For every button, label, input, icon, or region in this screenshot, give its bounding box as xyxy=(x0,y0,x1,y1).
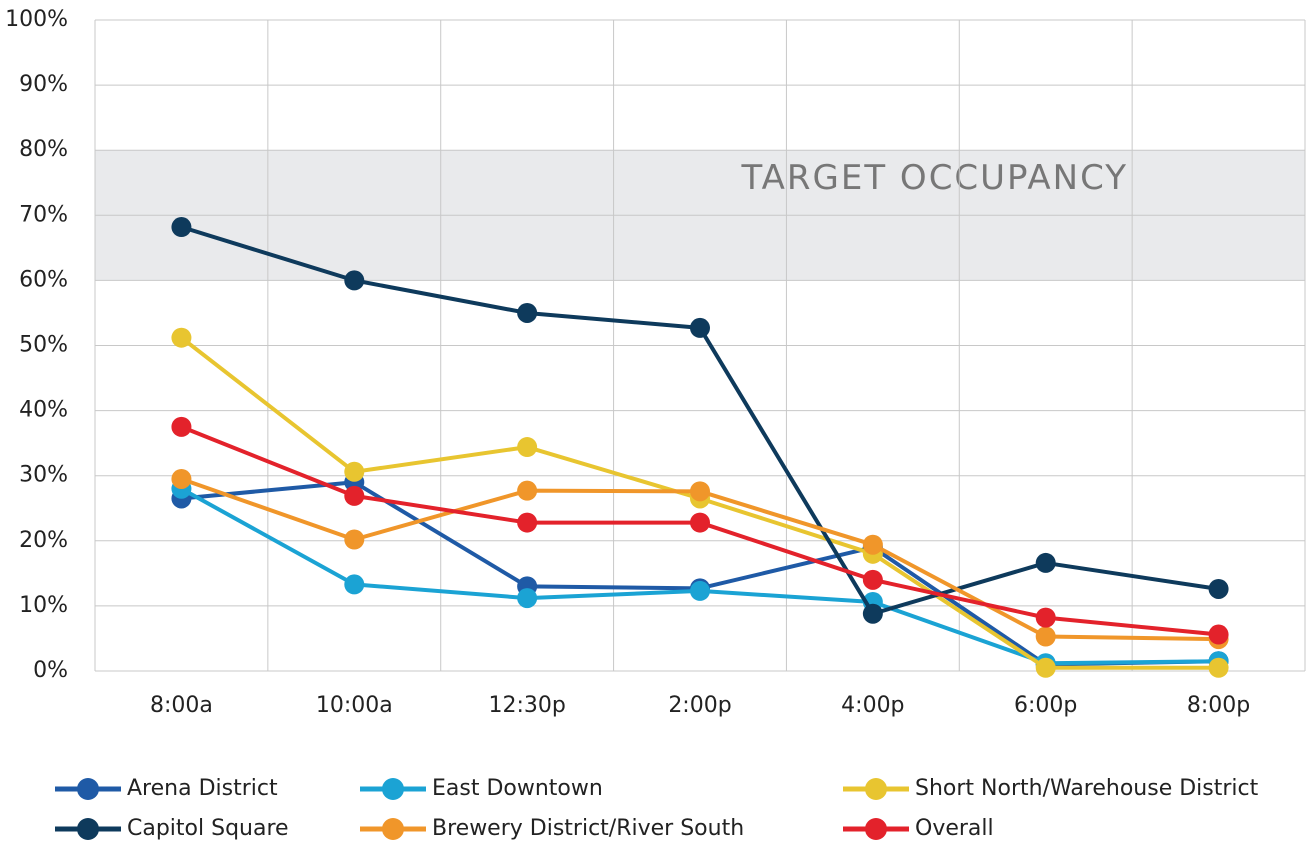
data-point xyxy=(517,512,538,533)
data-point xyxy=(690,481,710,502)
y-tick-label: 80% xyxy=(19,137,68,162)
x-tick-label: 8:00p xyxy=(1187,693,1250,718)
legend-marker xyxy=(382,778,404,800)
data-point xyxy=(862,569,883,590)
y-tick-label: 10% xyxy=(19,593,68,618)
x-tick-label: 10:00a xyxy=(316,693,393,718)
legend-marker xyxy=(382,818,404,840)
y-tick-label: 30% xyxy=(19,463,68,488)
legend-label: East Downtown xyxy=(432,776,603,801)
legend-marker xyxy=(865,778,887,800)
data-point xyxy=(1035,626,1056,647)
data-point xyxy=(517,302,538,323)
legend-label: Arena District xyxy=(127,776,278,801)
data-point xyxy=(1035,657,1056,678)
y-tick-label: 0% xyxy=(33,658,68,683)
legend-marker xyxy=(77,778,99,800)
legend-label: Overall xyxy=(915,816,994,841)
data-point xyxy=(690,512,710,533)
data-point xyxy=(1035,607,1056,628)
data-point xyxy=(1208,578,1229,599)
data-point xyxy=(690,580,710,601)
data-point xyxy=(1208,657,1229,678)
data-point xyxy=(862,603,883,624)
x-tick-label: 12:30p xyxy=(488,693,565,718)
data-point xyxy=(171,327,192,348)
data-point xyxy=(171,416,192,437)
data-point xyxy=(171,217,192,238)
y-tick-label: 50% xyxy=(19,333,68,358)
y-tick-label: 70% xyxy=(19,202,68,227)
data-point xyxy=(171,468,192,489)
legend-marker xyxy=(865,818,887,840)
series-line xyxy=(180,225,1219,616)
x-tick-label: 2:00p xyxy=(668,693,731,718)
x-tick-label: 4:00p xyxy=(841,693,904,718)
data-point xyxy=(517,480,538,501)
data-point xyxy=(344,574,365,595)
data-point xyxy=(344,270,365,291)
data-point xyxy=(517,437,538,458)
data-point xyxy=(344,485,365,506)
data-point xyxy=(344,529,365,550)
y-tick-label: 20% xyxy=(19,528,68,553)
legend-label: Capitol Square xyxy=(127,816,289,841)
x-tick-label: 6:00p xyxy=(1014,693,1077,718)
data-point xyxy=(1208,624,1229,645)
y-tick-label: 60% xyxy=(19,267,68,292)
target-band-label: TARGET OCCUPANCY xyxy=(741,158,1128,198)
y-tick-label: 90% xyxy=(19,72,68,97)
legend-label: Brewery District/River South xyxy=(432,816,744,841)
data-point xyxy=(517,588,538,609)
y-tick-label: 100% xyxy=(5,7,68,32)
legend-marker xyxy=(77,818,99,840)
data-point xyxy=(1035,552,1056,573)
data-point xyxy=(344,461,365,482)
data-point xyxy=(690,317,710,338)
data-point xyxy=(862,534,883,555)
y-tick-label: 40% xyxy=(19,398,68,423)
legend-label: Short North/Warehouse District xyxy=(915,776,1259,801)
x-tick-label: 8:00a xyxy=(150,693,213,718)
